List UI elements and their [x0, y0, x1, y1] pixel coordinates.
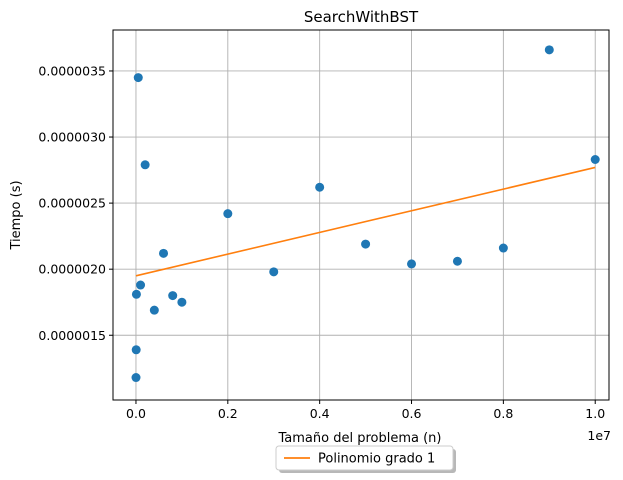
scatter-point — [544, 45, 554, 55]
x-tick-label: 1.0 — [585, 406, 605, 421]
chart-title: SearchWithBST — [304, 8, 419, 26]
x-tick-label: 0.2 — [218, 406, 238, 421]
scatter-point — [149, 305, 159, 315]
x-axis-offset-label: 1e7 — [587, 428, 611, 443]
y-tick-label: 0.0000035 — [38, 63, 106, 78]
scatter-point — [131, 373, 141, 383]
legend-entry-label: Polinomio grado 1 — [318, 452, 435, 467]
x-axis-ticks: 0.0 0.2 0.4 0.6 0.8 1.0 — [126, 400, 605, 421]
fit-line — [135, 166, 596, 277]
scatter-point — [269, 267, 279, 277]
scatter-point — [168, 291, 178, 301]
scatter-point — [361, 239, 371, 249]
scatter-point — [131, 345, 141, 355]
fit-line-layer — [135, 166, 596, 277]
x-tick-label: 0.6 — [402, 406, 422, 421]
y-tick-label: 0.0000020 — [38, 262, 106, 277]
y-axis-label: Tiempo (s) — [9, 180, 24, 250]
scatter-point — [159, 248, 169, 258]
y-axis-ticks: 0.0000015 0.0000020 0.0000025 0.0000030 0.00… — [38, 63, 113, 343]
scatter-point — [177, 297, 187, 307]
scatter-point — [452, 256, 462, 266]
x-tick-label: 0.0 — [126, 406, 146, 421]
scatter-point — [140, 160, 150, 170]
legend: Polinomio grado 1 — [275, 445, 456, 473]
plot-frame — [112, 29, 610, 401]
x-axis-label: Tamaño del problema (n) — [278, 431, 442, 446]
y-tick-label: 0.0000025 — [38, 196, 106, 211]
scatter-point — [590, 155, 600, 164]
scatter-points — [131, 45, 600, 383]
legend-box — [275, 445, 454, 471]
x-tick-label: 0.8 — [493, 406, 513, 421]
scatter-point — [315, 182, 325, 192]
y-tick-label: 0.0000015 — [38, 328, 106, 343]
x-tick-label: 0.4 — [310, 406, 330, 421]
y-tick-label: 0.0000030 — [38, 130, 106, 145]
scatter-point — [133, 73, 143, 83]
scatter-point — [131, 289, 141, 299]
scatter-point — [407, 259, 417, 269]
scatter-point — [223, 209, 233, 219]
grid — [113, 30, 609, 400]
scatter-point — [136, 280, 146, 290]
scatter-point — [498, 243, 508, 253]
